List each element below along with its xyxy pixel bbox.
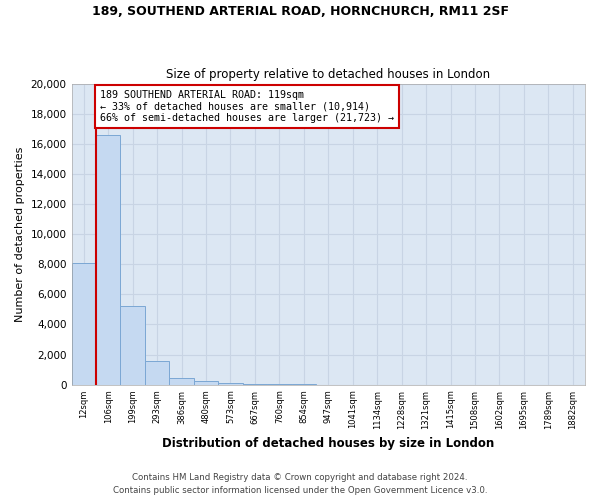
Text: 189 SOUTHEND ARTERIAL ROAD: 119sqm
← 33% of detached houses are smaller (10,914): 189 SOUTHEND ARTERIAL ROAD: 119sqm ← 33%… [100, 90, 394, 123]
Title: Size of property relative to detached houses in London: Size of property relative to detached ho… [166, 68, 490, 81]
X-axis label: Distribution of detached houses by size in London: Distribution of detached houses by size … [162, 437, 494, 450]
Bar [71, 264, 96, 384]
Bar [145, 360, 169, 384]
Text: 189, SOUTHEND ARTERIAL ROAD, HORNCHURCH, RM11 2SF: 189, SOUTHEND ARTERIAL ROAD, HORNCHURCH,… [91, 5, 509, 18]
Bar [96, 136, 121, 384]
Bar [218, 383, 242, 384]
Bar [194, 382, 218, 384]
Bar [169, 378, 194, 384]
Y-axis label: Number of detached properties: Number of detached properties [15, 146, 25, 322]
Text: Contains HM Land Registry data © Crown copyright and database right 2024.
Contai: Contains HM Land Registry data © Crown c… [113, 474, 487, 495]
Bar [121, 306, 145, 384]
